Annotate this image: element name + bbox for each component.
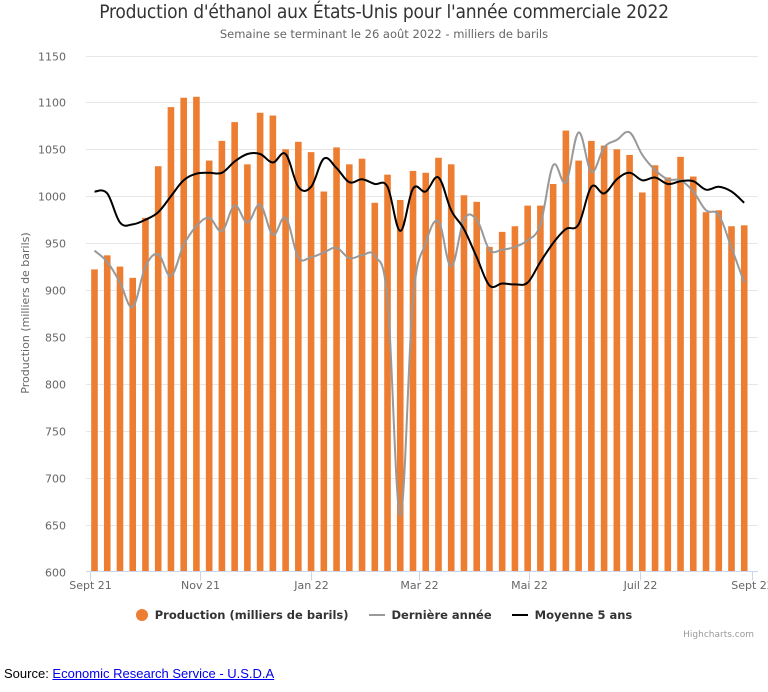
x-tick-label: Mai 22 — [511, 579, 548, 592]
legend-label: Dernière année — [391, 608, 492, 622]
production-bar[interactable] — [549, 184, 557, 572]
chart-plot: 600 650 700 750 800 850 900 950 1000 1050 1100 1150… — [19, 51, 768, 593]
production-bar[interactable] — [320, 191, 328, 572]
production-bar[interactable] — [231, 122, 238, 572]
line-derniere-annee — [93, 130, 746, 517]
y-axis-title: Production (milliers de barils) — [19, 232, 32, 393]
production-bar[interactable] — [205, 160, 213, 572]
legend-item-moyenne-5-ans[interactable]: Moyenne 5 ans — [511, 608, 633, 622]
production-bar[interactable] — [116, 266, 124, 572]
chart-subtitle: Semaine se terminant le 26 août 2022 - m… — [219, 27, 549, 41]
production-bar[interactable] — [588, 140, 595, 572]
y-tick-label: 1150 — [38, 51, 66, 64]
production-bar[interactable] — [537, 205, 544, 572]
production-bar[interactable] — [740, 225, 748, 572]
y-tick-label: 850 — [45, 332, 66, 345]
line-moyenne-5-ans — [94, 151, 745, 289]
x-axis-ticks: Sept 21 Nov 21 Jan 22 Mar 22 Mai 22 Juil 22 Se… — [69, 571, 768, 592]
legend-label: Production (milliers de barils) — [154, 608, 349, 622]
y-tick-label: 900 — [45, 285, 66, 298]
production-bar[interactable] — [103, 255, 111, 572]
production-bar[interactable] — [333, 147, 340, 572]
production-bar[interactable] — [142, 217, 149, 572]
production-bar[interactable] — [651, 165, 659, 572]
source-link[interactable]: Economic Research Service - U.S.D.A — [52, 666, 275, 681]
production-bar[interactable] — [562, 130, 570, 572]
y-tick-label: 600 — [45, 567, 66, 580]
production-bar[interactable] — [511, 226, 519, 572]
production-bar[interactable] — [154, 166, 162, 572]
production-bar[interactable] — [600, 145, 608, 572]
production-bar[interactable] — [677, 156, 684, 572]
source-line: Source: Economic Research Service - U.S.… — [4, 666, 274, 681]
production-bar[interactable] — [256, 112, 264, 572]
y-tick-label: 950 — [45, 238, 66, 251]
y-tick-label: 1100 — [38, 97, 66, 110]
production-bar[interactable] — [129, 277, 137, 572]
production-bar[interactable] — [626, 154, 633, 572]
production-bar[interactable] — [715, 210, 723, 572]
x-tick-label: Jan 22 — [293, 579, 328, 592]
production-bar[interactable] — [460, 195, 468, 572]
production-bar[interactable] — [295, 141, 302, 572]
gray-line-icon — [368, 614, 385, 616]
black-line-icon — [511, 614, 528, 616]
production-bar[interactable] — [282, 149, 289, 572]
production-bar[interactable] — [486, 246, 493, 572]
production-bar[interactable] — [422, 172, 430, 572]
production-bar[interactable] — [180, 97, 187, 572]
legend-item-production[interactable]: Production (milliers de barils) — [135, 608, 349, 622]
production-bar[interactable] — [167, 107, 175, 572]
x-tick-label: Sept 22 — [731, 579, 768, 592]
production-bar[interactable] — [524, 205, 531, 572]
legend-item-derniere-annee[interactable]: Dernière année — [368, 608, 492, 622]
source-label: Source: — [4, 666, 53, 681]
x-tick-label: Sept 21 — [69, 579, 112, 592]
production-bar[interactable] — [358, 158, 366, 572]
production-bar[interactable] — [269, 115, 277, 572]
production-bar[interactable] — [307, 152, 315, 572]
production-bar[interactable] — [218, 140, 226, 572]
production-bar[interactable] — [346, 164, 353, 572]
y-tick-label: 650 — [45, 520, 66, 533]
production-bar[interactable] — [384, 174, 391, 572]
production-bar[interactable] — [664, 177, 672, 572]
production-bar[interactable] — [447, 164, 455, 572]
y-axis-ticks: 600 650 700 750 800 850 900 950 1000 1050 1100 1150 — [38, 51, 66, 580]
production-bar[interactable] — [702, 212, 710, 572]
y-tick-label: 1000 — [38, 191, 66, 204]
production-bar[interactable] — [396, 199, 404, 572]
y-tick-label: 750 — [45, 426, 66, 439]
production-bar[interactable] — [435, 157, 442, 572]
production-bar[interactable] — [689, 176, 697, 572]
production-bar[interactable] — [613, 149, 621, 572]
production-bar[interactable] — [473, 201, 480, 572]
production-bar[interactable] — [371, 202, 379, 572]
production-bar[interactable] — [728, 226, 735, 572]
production-bars — [91, 96, 748, 572]
x-tick-label: Mar 22 — [400, 579, 438, 592]
production-bar[interactable] — [193, 96, 200, 572]
production-bar[interactable] — [498, 231, 506, 572]
y-tick-label: 1050 — [38, 144, 66, 157]
x-tick-label: Juil 22 — [623, 579, 658, 592]
production-bar[interactable] — [409, 170, 417, 572]
production-bar[interactable] — [244, 164, 251, 572]
orange-circle-icon — [135, 609, 148, 621]
highcharts-credits[interactable]: Highcharts.com — [683, 630, 754, 640]
production-bar[interactable] — [575, 160, 582, 572]
legend-label: Moyenne 5 ans — [534, 608, 633, 622]
chart-title: Production d'éthanol aux États-Unis pour… — [99, 1, 669, 23]
legend: Production (milliers de barils) Dernière… — [0, 608, 768, 622]
y-tick-label: 700 — [45, 473, 66, 486]
x-tick-label: Nov 21 — [181, 579, 220, 592]
production-bar[interactable] — [91, 269, 98, 572]
y-tick-label: 800 — [45, 379, 66, 392]
production-bar[interactable] — [639, 192, 646, 572]
